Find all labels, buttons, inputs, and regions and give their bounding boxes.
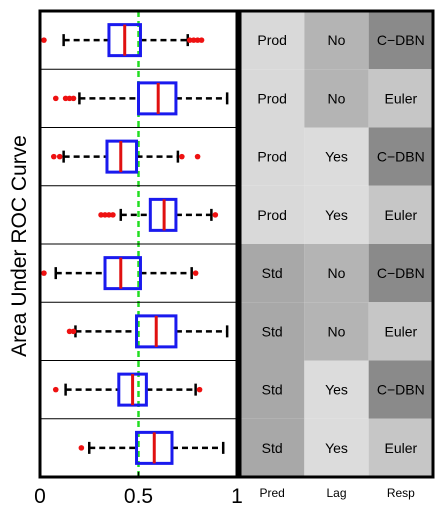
outlier-point — [41, 270, 47, 276]
outlier-point — [98, 212, 104, 218]
table-cell-text: Prod — [257, 90, 287, 106]
table-column-label: Lag — [326, 486, 346, 500]
table-cell — [240, 244, 305, 303]
table-cell — [368, 360, 433, 419]
table-cell — [240, 11, 305, 70]
outlier-point — [62, 95, 69, 102]
table-cell — [304, 127, 369, 186]
table-cell-text: Euler — [384, 440, 417, 456]
table-cell — [240, 360, 305, 419]
outlier-point — [41, 37, 47, 43]
table-cell — [240, 69, 305, 128]
table-cell — [240, 418, 305, 477]
table-cell-text: Prod — [257, 149, 287, 165]
table-cell — [304, 360, 369, 419]
outlier-point — [196, 386, 203, 393]
x-tick-label: 0.5 — [124, 485, 153, 506]
outlier-point — [70, 328, 77, 335]
table-cell-text: Std — [262, 265, 283, 281]
outlier-point — [70, 95, 77, 102]
iqr-box — [103, 256, 142, 291]
box-1 — [41, 23, 205, 58]
box-8 — [40, 418, 237, 465]
outlier-point — [186, 37, 193, 43]
table-cell — [304, 418, 369, 477]
table-column-label: Resp — [387, 486, 415, 500]
table-cell — [368, 69, 433, 128]
table-cell — [304, 69, 369, 128]
outlier-point — [190, 37, 197, 43]
table-frame — [238, 9, 435, 479]
table-cell-text: C−DBN — [377, 265, 425, 281]
table-cell-text: C−DBN — [377, 149, 425, 165]
outlier-point — [179, 153, 185, 160]
table-cell — [368, 418, 433, 477]
table-cell — [368, 127, 433, 186]
outlier-point — [66, 95, 73, 102]
outlier-point — [194, 37, 201, 43]
table-cell — [368, 302, 433, 361]
table-cell-text: Prod — [257, 32, 287, 48]
outlier-point — [198, 37, 205, 43]
boxplot-panel: 0 0.5 1 — [34, 9, 243, 506]
table-cell-text: No — [328, 265, 346, 281]
table-cell-text: Yes — [325, 207, 348, 223]
table-cell — [240, 127, 305, 186]
table-cell-text: No — [328, 32, 346, 48]
table-cell — [304, 302, 369, 361]
outlier-point — [102, 212, 108, 218]
box-6 — [40, 301, 237, 349]
table-cell-text: Std — [262, 382, 283, 398]
table-cell-text: No — [328, 90, 346, 106]
table-cell-text: Euler — [384, 90, 417, 106]
box-5 — [40, 243, 237, 291]
box-4 — [40, 185, 237, 232]
table-cell — [368, 185, 433, 244]
box-3 — [40, 127, 237, 174]
table-cell-text: Euler — [384, 207, 417, 223]
table-cell-text: C−DBN — [377, 382, 425, 398]
outlier-point — [56, 153, 63, 160]
outlier-point — [78, 445, 85, 451]
outlier-point — [110, 212, 116, 218]
outlier-point — [52, 95, 59, 102]
table-cell-text: Prod — [257, 207, 287, 223]
table-column-label: Pred — [259, 486, 284, 500]
box-7 — [40, 360, 237, 407]
y-axis-label: Area Under ROC Curve — [8, 135, 31, 357]
table-cell-text: Yes — [325, 382, 348, 398]
table-cell-text: Std — [262, 440, 283, 456]
table-cell — [368, 244, 433, 303]
table-cell — [304, 185, 369, 244]
table-cell — [240, 185, 305, 244]
box-2 — [40, 68, 237, 116]
outlier-point — [52, 386, 59, 393]
table-cell-text: Yes — [325, 149, 348, 165]
table-cell — [368, 11, 433, 70]
table-cell-text: Std — [262, 323, 283, 339]
table-cell-text: C−DBN — [377, 32, 425, 48]
outlier-point — [194, 153, 201, 160]
factor-table: Prod No C−DBN Prod No Euler Prod Yes C−DBN Prod Ye… — [238, 9, 435, 500]
outlier-point — [66, 328, 73, 335]
outlier-point — [212, 212, 219, 218]
table-cell — [240, 302, 305, 361]
table-cell-text: Yes — [325, 440, 348, 456]
x-tick-label: 1 — [231, 485, 243, 506]
table-cell — [304, 244, 369, 303]
outlier-point — [192, 270, 199, 276]
x-tick-label: 0 — [34, 485, 46, 506]
outlier-point — [106, 212, 112, 218]
outlier-point — [50, 153, 57, 160]
table-cell — [304, 11, 369, 70]
table-cell-text: No — [328, 323, 346, 339]
table-cell-text: Euler — [384, 323, 417, 339]
